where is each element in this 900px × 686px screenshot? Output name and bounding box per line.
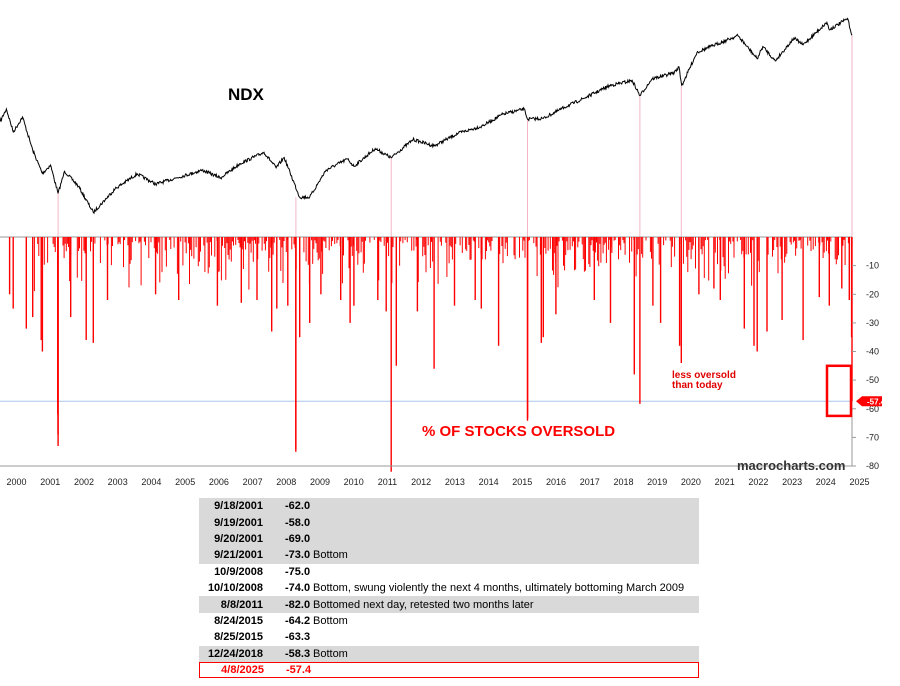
- event-row: 10/10/2008 -74.0 Bottom, swung violently t…: [199, 580, 699, 596]
- current-value-arrow: [856, 396, 882, 407]
- current-value-badge: -57.4: [856, 396, 886, 407]
- x-tick-label: 2004: [141, 477, 161, 487]
- event-row: 10/9/2008 -75.0: [199, 564, 699, 580]
- x-tick-label: 2008: [276, 477, 296, 487]
- event-note: Bottom: [313, 614, 348, 627]
- x-tick-label: 2002: [74, 477, 94, 487]
- event-note: Bottom: [313, 549, 348, 562]
- event-row: 12/24/2018 -58.3 Bottom: [199, 645, 699, 662]
- event-value: -73.0: [285, 549, 311, 562]
- x-tick-label: 2009: [310, 477, 330, 487]
- event-value: -62.0: [285, 500, 311, 513]
- current-value-label: -57.4: [867, 397, 886, 406]
- y-tick-label: -50: [866, 375, 879, 385]
- event-value: -74.0: [285, 582, 311, 595]
- event-date: 4/8/2025: [221, 664, 264, 677]
- event-date: 9/18/2001: [214, 500, 263, 513]
- y-tick-label: -10: [866, 261, 879, 271]
- note-line-2: than today: [672, 380, 723, 391]
- x-tick-label: 2000: [6, 477, 26, 487]
- event-value: -75.0: [285, 565, 311, 578]
- event-date: 9/20/2001: [214, 532, 263, 545]
- x-tick-label: 2011: [378, 477, 397, 487]
- x-tick-label: 2013: [445, 477, 465, 487]
- x-tick-label: 2006: [209, 477, 229, 487]
- event-row: 9/18/2001 -62.0: [199, 498, 699, 515]
- x-tick-label: 2007: [243, 477, 263, 487]
- event-date: 12/24/2018: [207, 647, 263, 660]
- x-tick-label: 2025: [849, 477, 869, 487]
- event-date: 9/21/2001: [214, 549, 263, 562]
- x-tick-label: 2014: [479, 477, 499, 487]
- y-tick-label: -20: [866, 289, 879, 299]
- event-date: 8/25/2015: [214, 631, 263, 644]
- x-tick-label: 2020: [681, 477, 701, 487]
- ndx-oversold-chart: NDX -10 -20 -30 -40 -50 -60 -70 -80 % OF STOCKS…: [0, 17, 886, 487]
- event-date: 10/9/2008: [214, 565, 263, 578]
- y-tick-label: -40: [866, 347, 879, 357]
- event-note: Bottomed next day, retested two months l…: [313, 598, 534, 611]
- x-tick-label: 2019: [647, 477, 667, 487]
- event-value: -58.3: [285, 647, 311, 660]
- events-table: 9/18/2001 -62.0 9/19/2001 -58.0 9/20/2001 -69…: [199, 498, 699, 679]
- event-date: 9/19/2001: [214, 516, 263, 529]
- x-tick-label: 2024: [816, 477, 836, 487]
- ndx-price-panel: NDX: [0, 17, 853, 215]
- x-tick-label: 2010: [344, 477, 364, 487]
- y-tick-label: -30: [866, 318, 879, 328]
- x-tick-label: 2021: [715, 477, 735, 487]
- x-tick-label: 2003: [108, 477, 128, 487]
- event-value: -63.3: [285, 631, 311, 644]
- event-value: -64.2: [285, 614, 311, 627]
- event-note: Bottom: [313, 647, 348, 660]
- event-value: -69.0: [285, 532, 311, 545]
- current-highlight-box: [825, 364, 853, 418]
- x-tick-label: 2005: [175, 477, 195, 487]
- event-value: -57.4: [286, 664, 312, 677]
- x-tick-label: 2012: [411, 477, 431, 487]
- event-value: -82.0: [285, 598, 311, 611]
- x-tick-label: 2023: [782, 477, 802, 487]
- ndx-title: NDX: [228, 85, 265, 104]
- event-row: 9/20/2001 -69.0: [199, 530, 699, 548]
- watermark: macrocharts.com: [737, 458, 845, 473]
- oversold-bars: [8, 237, 853, 472]
- ndx-line: [0, 17, 853, 215]
- oversold-title: % OF STOCKS OVERSOLD: [422, 423, 615, 440]
- y-tick-label: -70: [866, 432, 879, 442]
- event-note: Bottom, swung violently the next 4 month…: [313, 582, 685, 595]
- x-tick-label: 2018: [613, 477, 633, 487]
- event-date: 8/24/2015: [214, 614, 263, 627]
- x-tick-label: 2001: [40, 477, 60, 487]
- event-date: 10/10/2008: [207, 582, 263, 595]
- y-tick-label: -60: [866, 404, 879, 414]
- x-tick-label: 2016: [546, 477, 566, 487]
- y-axis-ticks: -10 -20 -30 -40 -50 -60 -70 -80: [852, 261, 879, 471]
- event-row: 8/8/2011 -82.0 Bottomed next day, retested…: [199, 596, 699, 613]
- oversold-panel: -10 -20 -30 -40 -50 -60 -70 -80 % OF STOCKS OVE…: [0, 236, 886, 472]
- y-tick-label: -80: [866, 461, 879, 471]
- note-line-1: less oversold: [672, 370, 736, 381]
- event-value: -58.0: [285, 516, 311, 529]
- event-row: 8/25/2015 -63.3: [199, 629, 699, 645]
- event-row: 9/19/2001 -58.0: [199, 514, 699, 531]
- event-row: 9/21/2001 -73.0 Bottom: [199, 547, 699, 564]
- x-tick-label: 2015: [512, 477, 532, 487]
- x-tick-label: 2022: [748, 477, 768, 487]
- event-row: 4/8/2025 -57.4: [199, 661, 699, 679]
- x-tick-label: 2017: [580, 477, 600, 487]
- event-row: 8/24/2015 -64.2 Bottom: [199, 613, 699, 629]
- bottom-guide-lines: [57, 35, 853, 237]
- event-date: 8/8/2011: [220, 598, 263, 611]
- x-axis-ticks: 2000 2001 2002 2003 2004 2005 2006 2007 2008 2009…: [6, 477, 869, 487]
